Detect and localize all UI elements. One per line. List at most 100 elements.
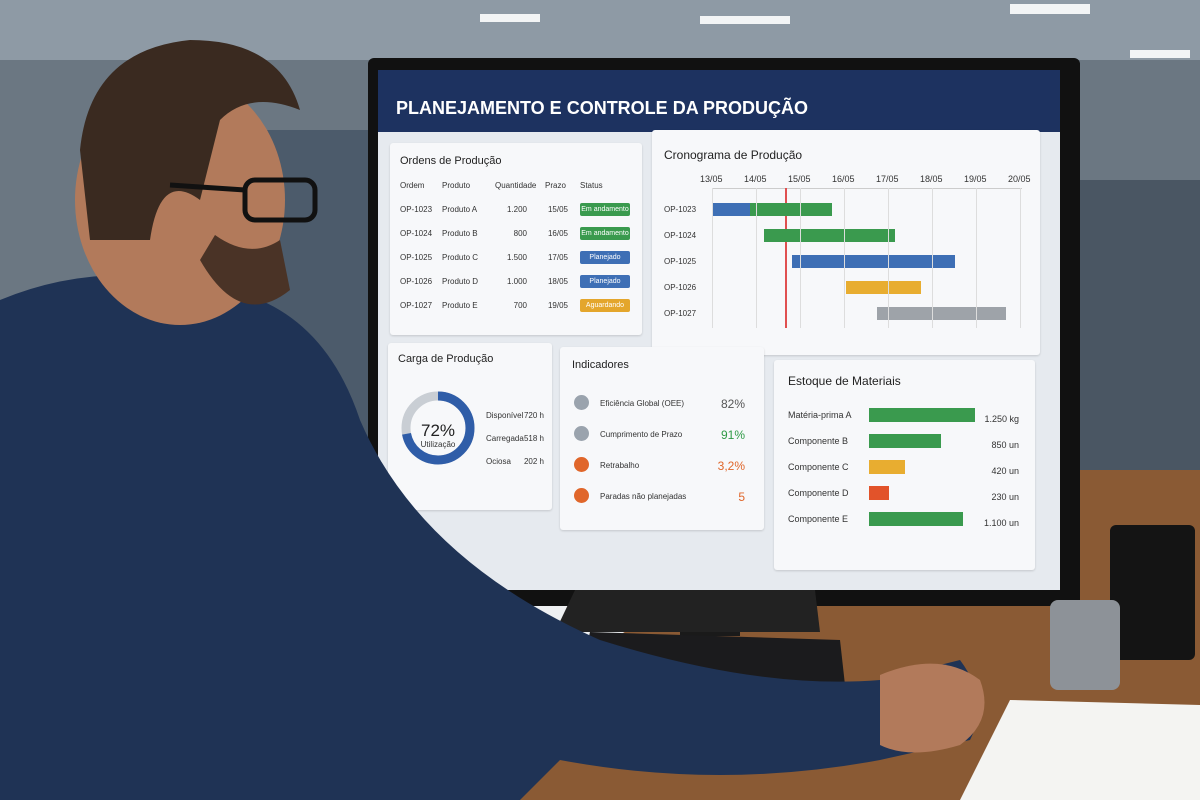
stock-value: 1.250 kg [984, 414, 1019, 424]
status-badge: Planejado [580, 275, 630, 288]
gantt-grid [712, 188, 1022, 334]
load-label: Ociosa [486, 457, 511, 466]
due-date: 16/05 [547, 229, 568, 238]
order-id: OP-1027 [400, 301, 433, 310]
column-header: Produto [442, 181, 471, 190]
quantity: 700 [513, 301, 527, 310]
indicator-value: 82% [720, 397, 745, 411]
orders-panel: Ordens de Produção Ordem Produto Quantidad… [390, 143, 642, 335]
indicator-icon [574, 457, 589, 472]
due-date: 18/05 [547, 277, 568, 286]
quantity: 1.500 [506, 253, 527, 262]
utilization-value: 72% [420, 421, 456, 440]
gantt-bar [877, 307, 1006, 320]
load-value: 202 h [523, 457, 544, 466]
product: Produto C [442, 253, 479, 262]
today-line [785, 188, 787, 328]
indicator-icon [574, 395, 589, 410]
date-label: 16/05 [832, 174, 855, 184]
load-value: 518 h [523, 434, 544, 443]
indicator-label: Paradas não planejadas [600, 492, 687, 501]
date-label: 19/05 [964, 174, 987, 184]
material-name: Componente C [788, 462, 849, 472]
product: Produto D [442, 277, 479, 286]
product: Produto A [442, 205, 478, 214]
date-label: 20/05 [1008, 174, 1031, 184]
order-label: OP-1025 [664, 257, 697, 266]
metal-part [1050, 600, 1120, 690]
stock-bar [869, 408, 976, 422]
column-header: Ordem [400, 181, 425, 190]
indicator-label: Retrabalho [600, 461, 640, 470]
product: Produto B [442, 229, 478, 238]
date-label: 15/05 [788, 174, 811, 184]
date-label: 17/05 [876, 174, 899, 184]
panel-title: Cronograma de Produção [664, 148, 803, 162]
grid-line [976, 188, 977, 328]
notebook [960, 700, 1200, 800]
dashboard-screen: PLANEJAMENTO E CONTROLE DA PRODUÇÃO Orde… [378, 70, 1060, 590]
order-id: OP-1023 [400, 205, 433, 214]
indicator-label: Cumprimento de Prazo [600, 430, 683, 439]
indicators-panel: Indicadores Eficiência Global (OEE) 82% Cu… [560, 347, 764, 530]
panel-title: Indicadores [572, 359, 629, 371]
column-header: Status [580, 181, 603, 190]
indicator-icon [574, 426, 589, 441]
date-label: 18/05 [920, 174, 943, 184]
stock-value: 420 un [991, 466, 1019, 476]
monitor-base [555, 590, 820, 632]
order-id: OP-1026 [400, 277, 433, 286]
machine [190, 130, 370, 460]
status-badge: Aguardando [580, 299, 630, 312]
pen-holder [1110, 525, 1195, 660]
grid-line [844, 188, 845, 328]
indicator-value: 5 [738, 490, 745, 504]
order-id: OP-1024 [400, 229, 433, 238]
gantt-bar [764, 229, 895, 242]
stock-panel: Estoque de Materiais Matéria-prima A 1.25… [774, 360, 1035, 570]
ceiling-light [700, 16, 790, 24]
column-header: Quantidade [495, 181, 537, 190]
order-label: OP-1027 [664, 309, 697, 318]
product: Produto E [442, 301, 478, 310]
due-date: 15/05 [547, 205, 568, 214]
grid-line [756, 188, 757, 328]
utilization-caption: Utilização [420, 440, 456, 449]
panel-title: Carga de Produção [398, 353, 494, 365]
stock-bar [869, 434, 942, 448]
schedule-panel: Cronograma de Produção 13/05 14/05 15/05 16… [652, 130, 1040, 355]
gantt-bar [750, 203, 832, 216]
quantity: 1.000 [506, 277, 527, 286]
stock-value: 850 un [991, 440, 1019, 450]
stock-value: 230 un [991, 492, 1019, 502]
quantity: 800 [513, 229, 527, 238]
indicator-label: Eficiência Global (OEE) [600, 399, 685, 408]
quantity: 1.200 [506, 205, 527, 214]
grid-line [1020, 188, 1021, 328]
gantt-bar [712, 203, 750, 216]
status-badge: Em andamento [580, 203, 630, 216]
date-label: 13/05 [700, 174, 723, 184]
material-name: Componente B [788, 436, 849, 446]
indicator-icon [574, 488, 589, 503]
ceiling-light [1130, 50, 1190, 58]
order-label: OP-1023 [664, 205, 697, 214]
material-name: Componente E [788, 514, 849, 524]
dashboard-title: PLANEJAMENTO E CONTROLE DA PRODUÇÃO [396, 98, 809, 118]
stock-bar [869, 512, 963, 526]
status-badge: Em andamento [580, 227, 630, 240]
date-label: 14/05 [744, 174, 767, 184]
panel-title: Ordens de Produção [400, 155, 502, 167]
gantt-bar [792, 255, 955, 268]
due-date: 19/05 [547, 301, 568, 310]
grid-line [800, 188, 801, 328]
grid-line [712, 188, 713, 328]
order-id: OP-1025 [400, 253, 433, 262]
order-label: OP-1026 [664, 283, 697, 292]
title-bar [378, 70, 1060, 132]
machine [1080, 180, 1200, 480]
stock-bar [869, 486, 889, 500]
stock-bar [869, 460, 905, 474]
material-name: Matéria-prima A [788, 410, 852, 420]
